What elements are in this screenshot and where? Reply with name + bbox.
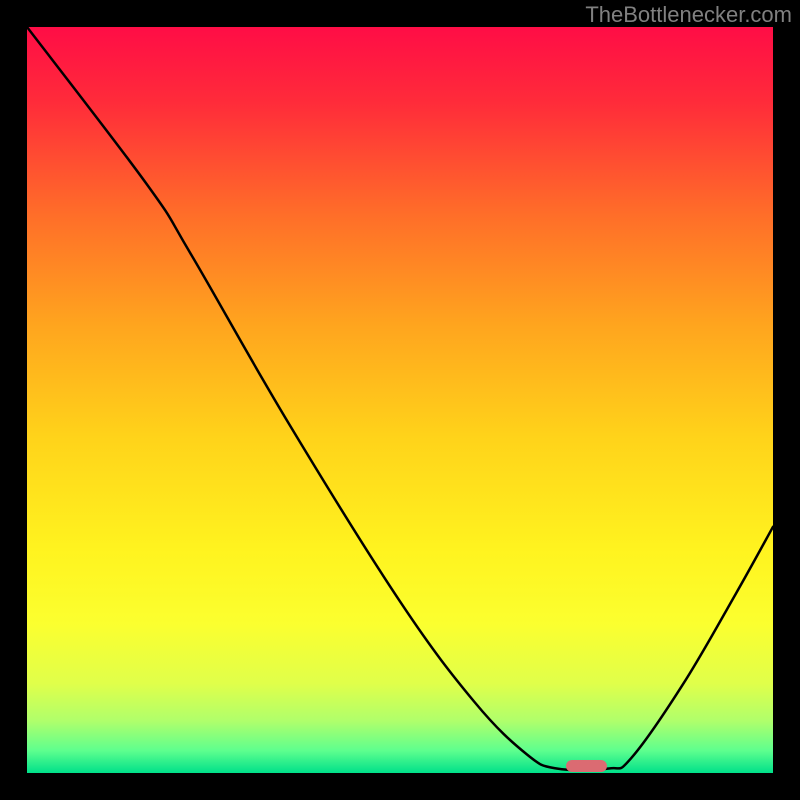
plot-area: [27, 27, 773, 773]
watermark-text: TheBottlenecker.com: [585, 2, 792, 28]
gradient-background: [27, 27, 773, 773]
optimal-marker: [566, 760, 607, 772]
